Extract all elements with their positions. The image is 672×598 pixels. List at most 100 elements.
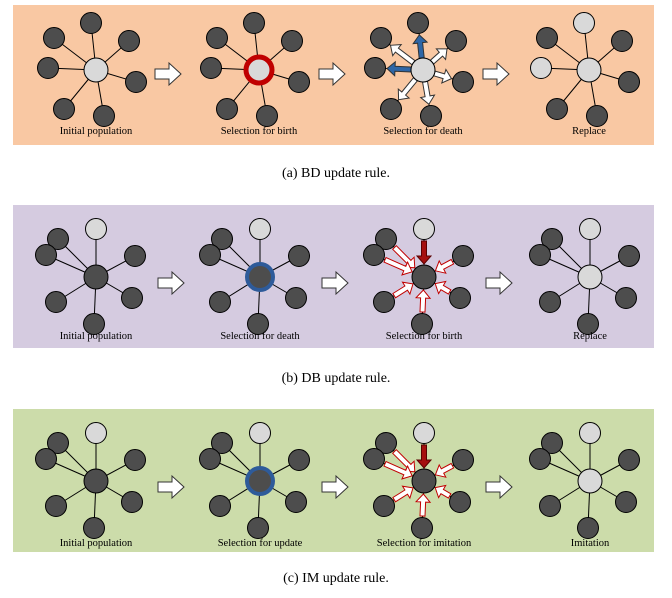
light-node — [249, 218, 271, 240]
dark-node — [586, 105, 608, 127]
candidate-arrow — [389, 44, 416, 66]
light-node — [573, 12, 595, 34]
network-db-step-4 — [529, 218, 640, 335]
dark-node — [539, 291, 561, 313]
dark-node — [411, 313, 433, 335]
dark-node — [615, 287, 637, 309]
candidate-arrow — [434, 462, 455, 478]
network-db-step-2 — [199, 218, 310, 335]
dark-node — [125, 71, 147, 93]
dark-node — [247, 313, 269, 335]
step-arrow — [157, 474, 185, 500]
dark-node — [618, 71, 640, 93]
dark-node — [243, 12, 265, 34]
network-bd-step-4 — [530, 12, 640, 127]
selected-center-node — [245, 466, 275, 496]
dark-node — [80, 12, 102, 34]
chosen-arrow — [415, 240, 433, 265]
dark-node — [209, 495, 231, 517]
dark-node — [618, 449, 640, 471]
dark-node — [539, 495, 561, 517]
dark-node — [206, 27, 228, 49]
step-label: Imitation — [571, 538, 610, 549]
step-arrow — [318, 61, 346, 87]
step-arrow — [485, 270, 513, 296]
dark-node — [373, 495, 395, 517]
dark-node — [380, 98, 402, 120]
step-label: Selection for imitation — [377, 538, 472, 549]
dark-node — [536, 27, 558, 49]
dark-node — [577, 517, 599, 539]
network-im-step-3 — [363, 422, 474, 539]
step-label: Selection for death — [383, 126, 463, 137]
dark-node — [45, 495, 67, 517]
dark-node — [375, 432, 397, 454]
candidate-arrow — [397, 76, 419, 101]
step-label: Selection for update — [218, 538, 303, 549]
candidate-arrow — [434, 280, 452, 295]
light-node — [85, 218, 107, 240]
dark-node — [93, 105, 115, 127]
dark-node — [45, 291, 67, 313]
dark-node — [411, 517, 433, 539]
dark-node — [288, 449, 310, 471]
im-diagram: Initial population Selection for update Se… — [35, 422, 640, 549]
dark-node — [452, 245, 474, 267]
light-node — [85, 422, 107, 444]
step-arrow — [157, 270, 185, 296]
dark-node — [373, 291, 395, 313]
dark-node — [364, 57, 386, 79]
candidate-arrow — [383, 256, 413, 276]
step-arrow — [321, 474, 349, 500]
dark-node — [541, 432, 563, 454]
candidate-arrow — [419, 80, 436, 105]
candidate-arrow — [434, 258, 455, 274]
dark-node — [281, 30, 303, 52]
light-node — [249, 422, 271, 444]
dark-node — [577, 313, 599, 335]
dark-node — [445, 30, 467, 52]
light-node — [413, 422, 435, 444]
center-node — [577, 468, 603, 494]
center-node — [411, 264, 437, 290]
light-node — [579, 218, 601, 240]
im-panel: Initial population Selection for update Se… — [13, 409, 654, 552]
dark-node — [47, 228, 69, 250]
step-label: Replace — [573, 331, 607, 342]
candidate-arrow — [433, 68, 453, 84]
candidate-arrow — [414, 493, 432, 517]
network-bd-step-3 — [364, 12, 474, 127]
dark-node — [452, 449, 474, 471]
dark-node — [121, 287, 143, 309]
db-panel: Initial population Selection for death Sel… — [13, 205, 654, 348]
dark-node — [615, 491, 637, 513]
dark-node — [618, 245, 640, 267]
dark-node — [211, 228, 233, 250]
dark-node — [288, 245, 310, 267]
dark-node — [247, 517, 269, 539]
dark-node — [216, 98, 238, 120]
step-label: Initial population — [60, 126, 133, 137]
candidate-arrow — [434, 484, 452, 499]
selected-center-node — [245, 262, 275, 292]
center-node — [576, 57, 602, 83]
dark-node — [35, 244, 57, 266]
dark-node — [529, 244, 551, 266]
dark-node — [199, 244, 221, 266]
dark-node — [47, 432, 69, 454]
dark-node — [211, 432, 233, 454]
network-im-step-2 — [199, 422, 310, 539]
dark-node — [124, 245, 146, 267]
dark-node — [407, 12, 429, 34]
network-db-step-3 — [363, 218, 474, 335]
im-caption: (c) IM update rule. — [283, 571, 389, 586]
dark-node — [449, 491, 471, 513]
dark-node — [37, 57, 59, 79]
chosen-arrow — [415, 444, 433, 469]
dark-node — [541, 228, 563, 250]
light-node — [579, 422, 601, 444]
dark-node — [118, 30, 140, 52]
db-caption: (b) DB update rule. — [281, 371, 391, 386]
dark-node — [375, 228, 397, 250]
step-label: Selection for death — [220, 331, 300, 342]
